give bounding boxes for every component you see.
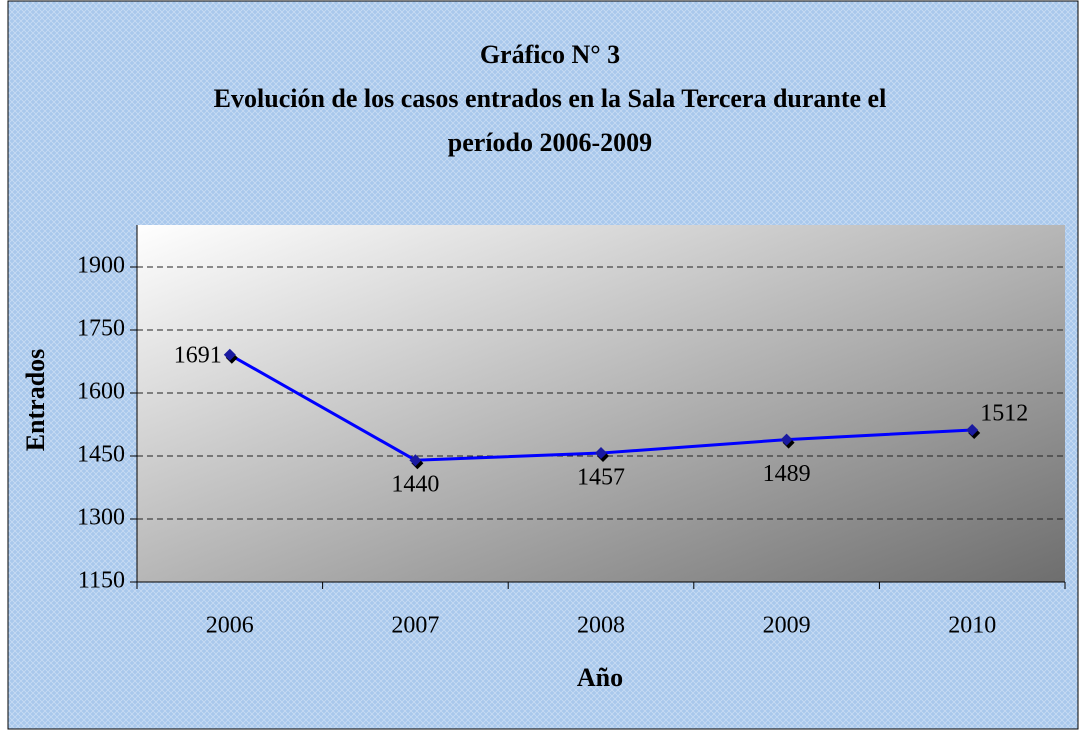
y-tick-label: 1300 (77, 505, 125, 531)
x-tick-label: 2010 (948, 613, 996, 639)
chart-title: Evolución de los casos entrados en la Sa… (214, 84, 887, 113)
data-label: 1489 (763, 461, 811, 487)
plot-area (137, 225, 1065, 582)
marker (595, 447, 607, 460)
y-axis-title: Entrados (21, 349, 50, 452)
chart-title: período 2006-2009 (448, 128, 652, 157)
y-tick-label: 1450 (77, 442, 125, 468)
data-label: 1691 (174, 342, 222, 368)
y-tick-label: 1150 (78, 568, 125, 594)
x-tick-label: 2009 (763, 613, 811, 639)
y-tick-label: 1900 (77, 253, 125, 279)
y-tick-label: 1600 (77, 379, 125, 405)
data-label: 1512 (980, 400, 1028, 426)
marker (966, 423, 979, 436)
x-axis-title: Año (577, 663, 623, 692)
data-label: 1457 (577, 465, 625, 491)
y-tick-label: 1750 (77, 316, 125, 342)
x-tick-label: 2008 (577, 613, 625, 639)
data-label: 1440 (391, 472, 439, 498)
marker (780, 433, 793, 446)
x-tick-label: 2007 (391, 613, 439, 639)
marker (409, 454, 422, 467)
chart-title: Gráfico N° 3 (480, 40, 620, 69)
x-tick-label: 2006 (206, 613, 254, 639)
marker (223, 348, 236, 361)
